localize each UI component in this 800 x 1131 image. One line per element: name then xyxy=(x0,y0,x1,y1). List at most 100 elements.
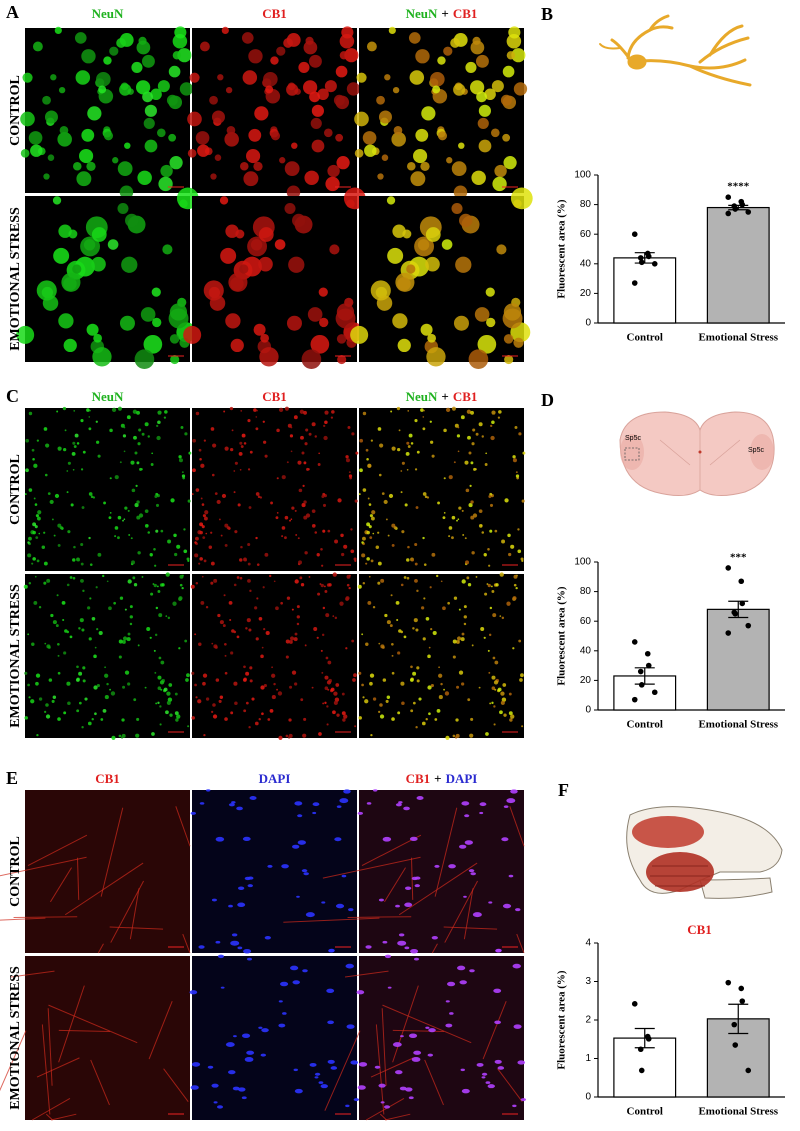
micrograph xyxy=(192,408,357,571)
cell xyxy=(158,656,162,660)
cell xyxy=(55,624,59,627)
cell xyxy=(292,213,306,228)
cell xyxy=(509,718,513,722)
cell xyxy=(28,411,33,416)
fiber-outline xyxy=(10,970,55,978)
cell xyxy=(131,488,136,493)
cell xyxy=(277,691,283,696)
fiber-outline xyxy=(497,1068,523,1102)
cell xyxy=(219,620,224,625)
cell xyxy=(489,702,492,705)
cell xyxy=(415,49,430,64)
cell xyxy=(304,644,307,647)
cell xyxy=(287,736,291,739)
cell xyxy=(90,495,94,499)
cell xyxy=(186,557,190,561)
cell xyxy=(490,585,493,588)
fiber-outline xyxy=(0,856,87,877)
cell xyxy=(513,82,528,96)
cell xyxy=(96,440,100,444)
nucleus xyxy=(217,954,225,959)
micrograph xyxy=(25,956,190,1120)
cell xyxy=(195,488,200,492)
cell xyxy=(163,416,167,419)
cell xyxy=(219,196,229,205)
y-tick-label: 0 xyxy=(585,318,591,329)
cell xyxy=(401,461,405,465)
cell xyxy=(484,554,487,557)
cell xyxy=(310,334,330,354)
cell xyxy=(369,681,373,686)
cell xyxy=(45,703,49,707)
cell xyxy=(289,685,293,689)
cell xyxy=(504,355,514,365)
cell xyxy=(488,633,492,637)
cell xyxy=(108,516,112,520)
cell xyxy=(203,559,207,563)
cell xyxy=(75,70,91,85)
cell xyxy=(303,410,307,415)
cell xyxy=(456,636,462,641)
cell xyxy=(386,695,391,699)
cell xyxy=(468,503,473,508)
nucleus xyxy=(225,1042,235,1048)
cell xyxy=(96,71,111,87)
cell xyxy=(111,735,116,740)
cell xyxy=(124,608,127,611)
cell xyxy=(521,499,525,503)
cell xyxy=(333,691,338,696)
cell xyxy=(20,148,30,158)
cell xyxy=(52,620,57,625)
cell xyxy=(67,530,71,534)
cell xyxy=(43,581,47,585)
cell xyxy=(512,455,516,459)
nucleus xyxy=(408,1096,414,1100)
cell xyxy=(474,468,477,471)
cell xyxy=(32,457,35,461)
cell xyxy=(205,532,208,535)
nucleus xyxy=(378,898,384,902)
cell xyxy=(322,702,325,705)
cell xyxy=(302,484,305,487)
cell xyxy=(411,558,414,562)
cell xyxy=(478,686,481,689)
cell xyxy=(157,590,161,593)
cell xyxy=(87,721,92,726)
cell xyxy=(97,552,102,557)
cell xyxy=(289,434,294,438)
cell xyxy=(287,423,292,428)
cell xyxy=(197,699,202,704)
nucleus xyxy=(508,874,514,878)
nucleus xyxy=(481,1072,488,1076)
cell xyxy=(393,125,403,135)
cell xyxy=(211,642,214,645)
nucleus xyxy=(297,814,303,818)
cell xyxy=(159,723,162,726)
cell xyxy=(406,576,410,580)
cell xyxy=(183,549,188,554)
cell xyxy=(27,541,30,544)
y-tick-label: 20 xyxy=(580,675,592,686)
cell xyxy=(157,410,162,415)
y-tick-label: 0 xyxy=(585,705,591,716)
cell xyxy=(478,422,483,427)
cell xyxy=(94,646,97,649)
cell xyxy=(130,537,133,540)
cell xyxy=(370,559,374,563)
cell xyxy=(404,503,408,507)
panel-letter: F xyxy=(558,780,569,800)
cell xyxy=(359,468,363,473)
cell xyxy=(113,601,116,605)
cell xyxy=(170,498,175,503)
cell xyxy=(350,325,369,344)
fiber-outline xyxy=(365,1097,405,1121)
nucleus xyxy=(206,789,211,792)
cell xyxy=(273,682,276,686)
cell xyxy=(42,95,51,105)
micrograph-texture xyxy=(354,26,528,200)
cell xyxy=(421,721,426,726)
cell xyxy=(470,40,485,55)
cell xyxy=(515,471,518,474)
fiber-outline xyxy=(431,943,438,954)
brainstem-illustration xyxy=(619,411,775,496)
